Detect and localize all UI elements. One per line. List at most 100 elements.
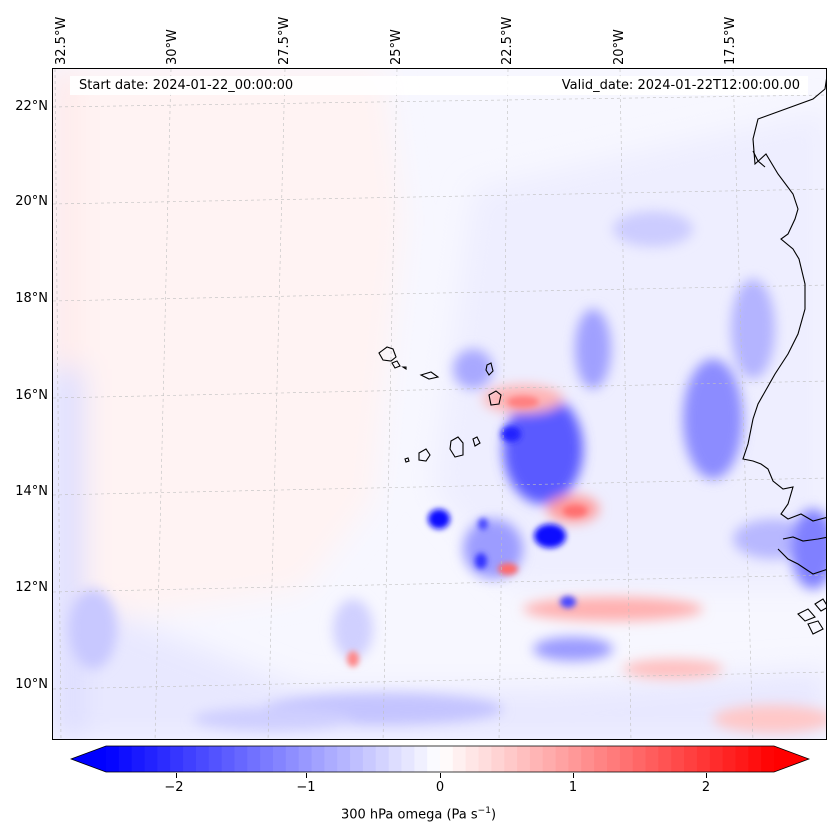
cape-verde-santo-antao — [378, 346, 397, 362]
colorbar-bin — [401, 746, 415, 772]
colorbar-bin — [696, 746, 711, 772]
colorbar-bin — [247, 746, 261, 772]
colorbar-tickmark-0 — [440, 773, 441, 778]
colorbar-label-main: 300 hPa omega (Pa s — [340, 807, 478, 823]
cape-verde-santiago — [449, 436, 464, 458]
africa-coastline — [742, 78, 826, 522]
guinea-bissau-coast — [777, 548, 826, 575]
colorbar-bin — [285, 746, 300, 772]
colorbar-bin — [106, 746, 120, 772]
colorbar-bin — [337, 746, 351, 772]
lon-label-20w: 20°W — [612, 29, 627, 65]
colorbar-bin — [324, 746, 338, 772]
omega-field-map — [53, 69, 826, 739]
colorbar-bin — [298, 746, 313, 772]
header-strip — [70, 76, 808, 95]
colorbar-tick-2: 2 — [701, 780, 711, 795]
colorbar-bin — [170, 746, 184, 772]
lat-label-20n: 20°N — [15, 194, 48, 209]
colorbar-bin — [555, 746, 570, 772]
colorbar-bin — [709, 746, 724, 772]
colorbar-bin — [761, 746, 775, 772]
colorbar-bin — [273, 746, 287, 772]
colorbar-bin — [542, 746, 557, 772]
colorbar-label-close: ) — [490, 807, 497, 823]
colorbar-bin — [607, 746, 621, 772]
bijagos-island-3 — [814, 598, 826, 612]
colorbar-bin — [684, 746, 698, 772]
colorbar-bin — [748, 746, 762, 772]
colorbar-bin — [735, 746, 749, 772]
bijagos-island-1 — [797, 608, 816, 622]
colorbar-tick-neg2: −2 — [164, 780, 184, 795]
colorbar-bin — [465, 746, 480, 772]
colorbar-bin — [388, 746, 403, 772]
colorbar-bin — [594, 746, 608, 772]
colorbar-bin — [645, 746, 659, 772]
colorbar-bin — [234, 746, 248, 772]
lat-label-14n: 14°N — [15, 484, 48, 499]
lon-label-17-5w: 17.5°W — [723, 16, 738, 65]
colorbar-tick-1: 1 — [568, 780, 578, 795]
colorbar-bin — [350, 746, 364, 772]
start-date-text: Start date: 2024-01-22_00:00:00 — [79, 78, 294, 93]
colorbar-bin — [619, 746, 634, 772]
cape-verde-sao-vicente — [391, 360, 401, 369]
colorbar-bin — [517, 746, 531, 772]
colorbar-bin — [195, 746, 210, 772]
colorbar-bin — [452, 746, 467, 772]
colorbar-outline — [69, 745, 811, 773]
colorbar-bin — [440, 746, 454, 772]
colorbar-bin — [504, 746, 518, 772]
omega-cores — [347, 396, 587, 667]
colorbar-tick-0: 0 — [435, 780, 445, 795]
colorbar-bin — [144, 746, 158, 772]
cape-verde-sao-nicolau — [419, 371, 440, 380]
colorbar-bin — [427, 746, 441, 772]
colorbar-bin — [491, 746, 505, 772]
colorbar-bin — [118, 746, 133, 772]
lat-label-10n: 10°N — [15, 677, 48, 692]
lon-label-27-5w: 27.5°W — [277, 16, 292, 65]
cape-verde-santa-luzia — [401, 366, 407, 371]
colorbar-bin — [632, 746, 647, 772]
gambia-coast — [782, 536, 826, 542]
colorbar-bin — [478, 746, 492, 772]
colorbar-extend-high — [774, 746, 809, 772]
colorbar-bin — [581, 746, 595, 772]
colorbar-bin — [529, 746, 544, 772]
cape-verde-maio — [472, 436, 481, 447]
colorbar-bin — [375, 746, 390, 772]
dakhla-peninsula — [752, 150, 766, 168]
lat-label-22n: 22°N — [15, 99, 48, 114]
lon-label-30w: 30°W — [165, 29, 180, 65]
colorbar — [69, 745, 811, 775]
coastlines — [378, 78, 826, 635]
cape-verde-boa-vista — [488, 390, 502, 406]
cape-verde-sal — [485, 362, 494, 376]
colorbar-bin — [671, 746, 685, 772]
colorbar-bin — [658, 746, 672, 772]
colorbar-bin — [414, 746, 428, 772]
colorbar-bin — [311, 746, 325, 772]
colorbar-bin — [183, 746, 197, 772]
colorbar-bin — [722, 746, 737, 772]
cape-verde-brava — [404, 457, 410, 463]
colorbar-bin — [157, 746, 171, 772]
colorbar-bin — [362, 746, 377, 772]
map-panel — [52, 68, 827, 740]
lon-label-22-5w: 22.5°W — [500, 16, 515, 65]
colorbar-tickmark-neg2 — [176, 773, 177, 778]
lat-label-16n: 16°N — [15, 388, 48, 403]
lon-label-32-5w: 32.5°W — [54, 16, 69, 65]
colorbar-bin — [208, 746, 223, 772]
bijagos-island-2 — [807, 620, 824, 635]
cape-verde-fogo — [418, 448, 431, 462]
colorbar-bin — [221, 746, 236, 772]
omega-features — [69, 211, 826, 733]
colorbar-gradient — [69, 745, 811, 773]
lon-label-25w: 25°W — [389, 29, 404, 65]
lat-label-12n: 12°N — [15, 580, 48, 595]
colorbar-label-exponent: −1 — [477, 806, 491, 816]
colorbar-tickmark-2 — [706, 773, 707, 778]
